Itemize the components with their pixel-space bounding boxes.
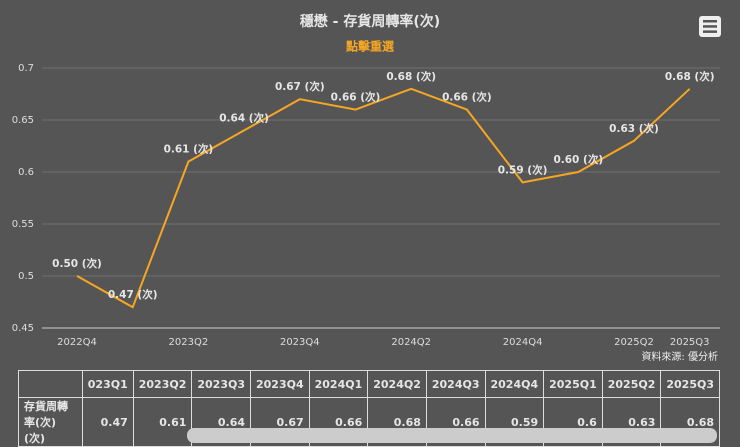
data-label: 0.63 (次) bbox=[609, 122, 659, 135]
data-label: 0.60 (次) bbox=[553, 153, 603, 166]
data-label: 0.64 (次) bbox=[219, 111, 269, 124]
credit: 資料來源: 優分析 bbox=[641, 350, 718, 363]
line bbox=[76, 87, 691, 309]
table-cell: 2023Q4 bbox=[250, 370, 310, 398]
menu-button[interactable] bbox=[699, 16, 721, 37]
table-cell: 2025Q3 bbox=[660, 370, 720, 398]
table-cell: 2024Q1 bbox=[308, 370, 369, 398]
x-tick-label: 2025Q2 bbox=[614, 337, 654, 348]
data-label: 0.50 (次) bbox=[52, 257, 102, 270]
table-cell: 存貨周轉率(次)(次) bbox=[18, 397, 83, 447]
data-label: 0.66 (次) bbox=[331, 91, 381, 104]
data-label: 0.61 (次) bbox=[164, 143, 214, 156]
data-label: 0.66 (次) bbox=[442, 91, 492, 104]
table-cell: 023Q1 bbox=[81, 370, 134, 398]
data-label: 0.59 (次) bbox=[498, 163, 548, 176]
chart-subtitle[interactable]: 點擊重選 bbox=[346, 39, 394, 54]
y-tick-label: 0.6 bbox=[18, 167, 34, 178]
table-cell: 2023Q3 bbox=[191, 370, 251, 398]
table-cell: 2025Q1 bbox=[543, 370, 603, 398]
x-tick-label: 2024Q2 bbox=[391, 337, 431, 348]
y-tick-label: 0.7 bbox=[18, 63, 34, 74]
data-label: 0.68 (次) bbox=[386, 70, 436, 83]
table-cell bbox=[18, 370, 83, 398]
table-cell: 0.63 bbox=[601, 397, 662, 447]
x-tick-label: 2025Q3 bbox=[670, 337, 710, 348]
x-tick-label: 2023Q2 bbox=[169, 337, 209, 348]
table-row: 023Q1 2023Q2 2023Q3 2023Q4 2024Q1 2024Q2 2024Q… bbox=[18, 370, 720, 398]
table-cell: 0.61 bbox=[132, 397, 193, 447]
y-tick-label: 0.45 bbox=[12, 323, 34, 334]
chart: 穩懋 - 存貨周轉率(次) 點擊重選 資料來源: 優分析 0.45 0.5 0.55… bbox=[12, 13, 721, 363]
y-tick-label: 0.5 bbox=[18, 271, 34, 282]
table-cell: 2025Q2 bbox=[601, 370, 662, 398]
table-cell: 2024Q4 bbox=[484, 370, 545, 398]
x-tick-label: 2024Q4 bbox=[503, 337, 543, 348]
table-cell: 2023Q2 bbox=[132, 370, 193, 398]
chart-title: 穩懋 - 存貨周轉率(次) bbox=[300, 13, 440, 30]
table-cell: 2024Q3 bbox=[425, 370, 486, 398]
x-tick-label: 2022Q4 bbox=[57, 337, 97, 348]
data-label: 0.67 (次) bbox=[275, 80, 325, 93]
data-label: 0.68 (次) bbox=[665, 70, 715, 83]
x-tick-label: 2023Q4 bbox=[280, 337, 320, 348]
table-cell: 0.47 bbox=[81, 397, 134, 447]
y-tick-label: 0.65 bbox=[12, 115, 34, 126]
table-cell: 2024Q2 bbox=[367, 370, 427, 398]
scrollbar[interactable] bbox=[187, 428, 717, 443]
data-label: 0.47 (次) bbox=[108, 288, 158, 301]
y-tick-label: 0.55 bbox=[12, 219, 34, 230]
